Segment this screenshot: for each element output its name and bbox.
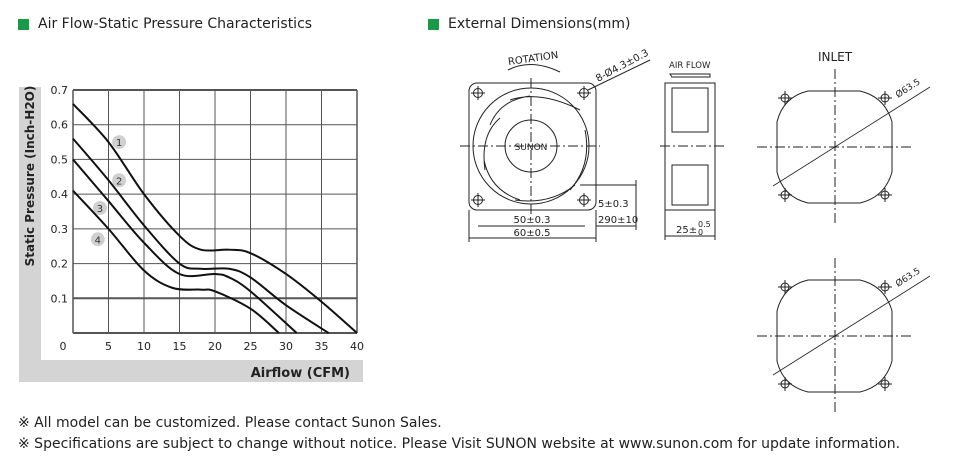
mount-hole-icon [880, 93, 890, 103]
x-tick-label: 25 [244, 340, 258, 353]
y-tick-label: 0.1 [51, 292, 69, 305]
holes-label: 8-Ø4.3±0.3 [594, 47, 651, 85]
y-tick-label: 0.7 [51, 84, 69, 97]
mount-hole-icon [780, 282, 790, 292]
inlet-label: INLET [818, 50, 853, 64]
note-specifications: ※ Specifications are subject to change w… [18, 436, 901, 452]
fan-side-view [660, 73, 725, 240]
dim-25: 25± [676, 225, 697, 236]
fan-front-view [460, 59, 651, 242]
series-line-1 [72, 103, 358, 334]
mount-hole-icon [579, 88, 589, 98]
mount-hole-icon [473, 88, 483, 98]
dim-25-tol-top: 0.5 [698, 220, 711, 229]
dimensions-title: External Dimensions(mm) [448, 16, 631, 32]
chart-header: Air Flow-Static Pressure Characteristics [18, 16, 312, 32]
x-tick-label: 5 [105, 340, 112, 353]
dim-50: 50±0.3 [513, 215, 550, 226]
dimensions-header: External Dimensions(mm) [428, 16, 630, 32]
inlet-outline [776, 279, 893, 393]
x-tick-label: 15 [173, 340, 187, 353]
series-badge [92, 201, 107, 216]
note-customize: ※ All model can be customized. Please co… [18, 415, 442, 431]
dim-60: 60±0.5 [513, 228, 550, 239]
mount-hole-icon [780, 93, 790, 103]
bullet-square-icon [18, 18, 29, 30]
x-tick-label: 35 [315, 340, 329, 353]
inlet-outline [776, 90, 893, 204]
x-tick-label: 20 [208, 340, 222, 353]
x-tick-label: 0 [60, 340, 67, 353]
mount-hole-icon [579, 195, 589, 205]
x-tick-label: 10 [137, 340, 151, 353]
diameter-label: Ø63.5 [894, 77, 923, 101]
x-tick-label: 40 [350, 340, 364, 353]
y-axis-label: Static Pressure (Inch-H2O) [23, 86, 37, 267]
brand-label: SUNON [515, 143, 548, 153]
mount-hole-icon [880, 190, 890, 200]
y-tick-label: 0.6 [51, 119, 69, 132]
series-badge [112, 135, 127, 150]
series-line-2 [72, 137, 330, 334]
mount-hole-icon [473, 195, 483, 205]
x-axis-label: Airflow (CFM) [251, 366, 350, 381]
dim-25-tol-bot: 0 [698, 228, 703, 237]
dim-5: 5±0.3 [598, 199, 629, 210]
mount-hole-icon [780, 190, 790, 200]
series-badge [90, 232, 105, 247]
series-line-4 [72, 189, 280, 334]
airflow-label: AIR FLOW [669, 61, 711, 71]
y-tick-label: 0.5 [51, 153, 69, 166]
mount-hole-icon [780, 379, 790, 389]
y-tick-label: 0.3 [51, 223, 69, 236]
series-label: 4 [95, 235, 101, 246]
series-label: 3 [97, 204, 103, 215]
rotation-label: ROTATION [507, 50, 559, 68]
chart-title: Air Flow-Static Pressure Characteristics [38, 16, 313, 32]
series-label: 1 [116, 138, 122, 149]
mount-hole-icon [880, 379, 890, 389]
series-badge [112, 173, 127, 188]
mount-hole-icon [880, 282, 890, 292]
series-label: 2 [116, 176, 122, 187]
y-tick-label: 0.2 [51, 258, 69, 271]
y-tick-label: 0.4 [51, 188, 69, 201]
dim-290: 290±10 [598, 215, 638, 226]
x-tick-label: 30 [279, 340, 293, 353]
bullet-square-icon [428, 18, 439, 30]
diameter-label: Ø63.5 [894, 266, 923, 290]
series-line-3 [72, 158, 298, 334]
